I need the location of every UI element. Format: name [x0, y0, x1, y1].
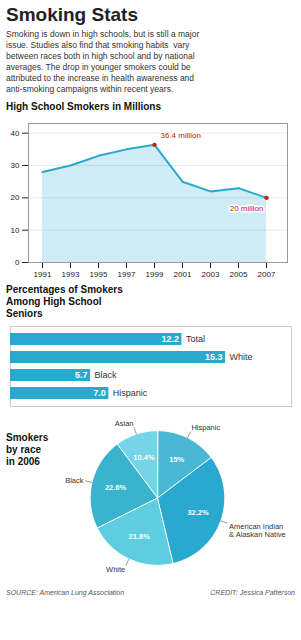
- svg-text:40: 40: [11, 129, 20, 138]
- svg-text:Black: Black: [65, 476, 84, 485]
- svg-text:10.4%: 10.4%: [133, 453, 155, 462]
- svg-text:1999: 1999: [146, 270, 164, 279]
- svg-text:10: 10: [11, 226, 20, 235]
- svg-text:Total: Total: [186, 335, 205, 345]
- svg-text:20 million: 20 million: [230, 205, 264, 214]
- svg-text:15%: 15%: [169, 455, 184, 464]
- svg-text:36.4 million: 36.4 million: [161, 132, 201, 141]
- svg-text:1997: 1997: [118, 270, 136, 279]
- html-text:Smoking is down in high school: Smoking is down in high schools, but is …: [6, 29, 200, 95]
- svg-text:Asian: Asian: [115, 419, 134, 428]
- html-text:Smokers by race in 2006: Smokers by race in 2006: [6, 432, 49, 468]
- svg-text:22.6%: 22.6%: [105, 484, 127, 493]
- svg-text:12.2: 12.2: [161, 335, 179, 345]
- svg-text:White: White: [229, 353, 252, 363]
- html-text:Smoking Stats: Smoking Stats: [6, 4, 138, 25]
- svg-text:2007: 2007: [258, 270, 276, 279]
- svg-text:White: White: [106, 566, 125, 575]
- svg-text:Black: Black: [95, 371, 118, 381]
- svg-text:2005: 2005: [230, 270, 248, 279]
- svg-text:20: 20: [11, 194, 20, 203]
- svg-text:15.3: 15.3: [205, 353, 223, 363]
- svg-text:0: 0: [15, 258, 20, 267]
- svg-text:5.7: 5.7: [75, 371, 88, 381]
- svg-text:32.2%: 32.2%: [187, 508, 209, 517]
- svg-text:2001: 2001: [174, 270, 192, 279]
- svg-text:1991: 1991: [34, 270, 52, 279]
- html-text:SOURCE: American Lung Associat: SOURCE: American Lung Association: [6, 589, 125, 597]
- html-text:High School Smokers in Million: High School Smokers in Millions: [6, 101, 161, 113]
- svg-text:Hispanic: Hispanic: [113, 389, 148, 399]
- html-text:CREDIT: Jessica Patterson: CREDIT: Jessica Patterson: [210, 589, 295, 597]
- html-text:Percentages of Smokers Among H: Percentages of Smokers Among High School…: [6, 284, 123, 320]
- svg-text:Hispanic: Hispanic: [191, 423, 220, 432]
- svg-text:30: 30: [11, 161, 20, 170]
- svg-text:2003: 2003: [202, 270, 220, 279]
- svg-text:1993: 1993: [62, 270, 80, 279]
- svg-text:7.0: 7.0: [93, 389, 106, 399]
- svg-text:1995: 1995: [90, 270, 108, 279]
- svg-text:21.8%: 21.8%: [129, 533, 151, 542]
- svg-text:American Indian& Alaskan Nativ: American Indian& Alaskan Native: [229, 522, 286, 539]
